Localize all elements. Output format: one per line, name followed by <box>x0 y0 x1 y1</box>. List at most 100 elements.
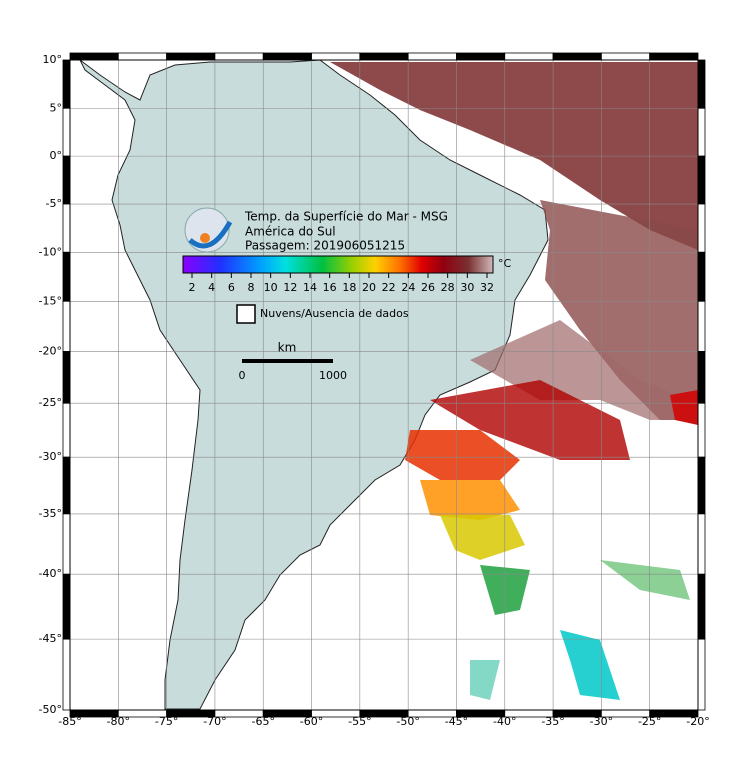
border-segment <box>697 155 706 205</box>
map-title: Temp. da Superfície do Mar - MSG <box>244 210 448 224</box>
scale-label: 0 <box>239 369 246 382</box>
pass-time: Passagem: 201906051215 <box>245 239 405 253</box>
lat-label: -10° <box>39 245 62 258</box>
colorbar-label: 4 <box>208 281 215 294</box>
lon-label: -60° <box>300 715 323 728</box>
lat-label: -30° <box>39 450 62 463</box>
border-segment <box>166 52 216 61</box>
border-segment <box>697 513 706 575</box>
lon-label: -25° <box>638 715 661 728</box>
legend-label: Nuvens/Ausencia de dados <box>260 307 409 320</box>
colorbar-label: 24 <box>401 281 415 294</box>
border-segment <box>262 52 312 61</box>
lon-label: -20° <box>686 715 709 728</box>
border-segment <box>62 59 71 109</box>
lat-label: -25° <box>39 396 62 409</box>
colorbar-label: 16 <box>323 281 337 294</box>
border-segment <box>62 155 71 205</box>
lat-label: -50° <box>39 703 62 716</box>
lat-label: -40° <box>39 567 62 580</box>
colorbar-label: 30 <box>460 281 474 294</box>
lat-label: -15° <box>39 294 62 307</box>
border-segment <box>456 52 506 61</box>
border-segment <box>697 573 706 640</box>
lon-label: -70° <box>203 715 226 728</box>
border-segment <box>697 251 706 302</box>
lat-label: 10° <box>43 53 63 66</box>
border-segment <box>504 52 554 61</box>
border-segment <box>600 52 651 61</box>
colorbar-label: 2 <box>189 281 196 294</box>
colorbar-label: 22 <box>382 281 396 294</box>
lon-label: -40° <box>493 715 516 728</box>
colorbar-label: 8 <box>248 281 255 294</box>
lon-label: -55° <box>348 715 371 728</box>
border-segment <box>311 52 361 61</box>
border-segment <box>697 203 706 253</box>
border-segment <box>697 300 706 352</box>
border-segment <box>117 52 168 61</box>
colorbar-label: 18 <box>342 281 356 294</box>
lat-label: -5° <box>46 197 62 210</box>
border-segment <box>697 107 706 157</box>
border-segment <box>552 52 602 61</box>
border-segment <box>62 203 71 253</box>
colorbar-label: 20 <box>362 281 376 294</box>
lon-label: -45° <box>445 715 468 728</box>
border-segment <box>407 52 457 61</box>
lat-label: -45° <box>39 632 62 645</box>
border-segment <box>62 351 71 404</box>
lat-label: 0° <box>50 149 63 162</box>
border-segment <box>697 351 706 404</box>
border-segment <box>62 513 71 575</box>
lon-label: -80° <box>107 715 130 728</box>
grid <box>70 60 698 710</box>
lat-label: 5° <box>50 101 63 114</box>
border-segment <box>62 573 71 640</box>
border-segment <box>214 52 264 61</box>
frame-border <box>62 52 706 718</box>
border-segment <box>649 52 699 61</box>
colorbar-label: 32 <box>480 281 494 294</box>
border-segment <box>62 638 71 711</box>
border-segment <box>69 52 119 61</box>
colorbar-ticks: 2 4 6 8 10 12 14 16 18 20 22 24 26 28 30 32 <box>189 273 494 294</box>
colorbar-label: 10 <box>264 281 278 294</box>
legend-swatch <box>236 304 256 324</box>
border-segment <box>62 300 71 352</box>
border-segment <box>62 107 71 157</box>
sst-patches <box>330 62 698 700</box>
border-segment <box>62 402 71 458</box>
land <box>79 60 549 710</box>
lon-label: -65° <box>251 715 274 728</box>
lat-label: -35° <box>39 507 62 520</box>
colorbar-unit: °C <box>498 257 512 270</box>
colorbar-label: 12 <box>283 281 297 294</box>
border-segment <box>697 59 706 109</box>
border-segment <box>697 638 706 711</box>
logo <box>184 207 233 253</box>
border-segment <box>62 251 71 302</box>
map-body <box>70 60 698 710</box>
colorbar-label: 6 <box>228 281 235 294</box>
border-segment <box>697 456 706 515</box>
colorbar-label: 28 <box>441 281 455 294</box>
scale-unit: km <box>278 341 297 355</box>
region: América do Sul <box>245 225 336 239</box>
scale-label: 1000 <box>319 369 347 382</box>
colorbar <box>182 255 494 274</box>
lon-label: -30° <box>590 715 613 728</box>
colorbar-label: 14 <box>303 281 317 294</box>
border-segment <box>697 402 706 458</box>
lon-label: -50° <box>396 715 419 728</box>
lon-label: -75° <box>155 715 178 728</box>
border-segment <box>359 52 409 61</box>
colorbar-label: 26 <box>421 281 435 294</box>
lon-label: -85° <box>58 715 81 728</box>
scale-bar <box>242 359 333 363</box>
lat-label: -20° <box>39 344 62 357</box>
border-segment <box>62 456 71 515</box>
frame <box>69 59 699 711</box>
lon-label: -35° <box>541 715 564 728</box>
